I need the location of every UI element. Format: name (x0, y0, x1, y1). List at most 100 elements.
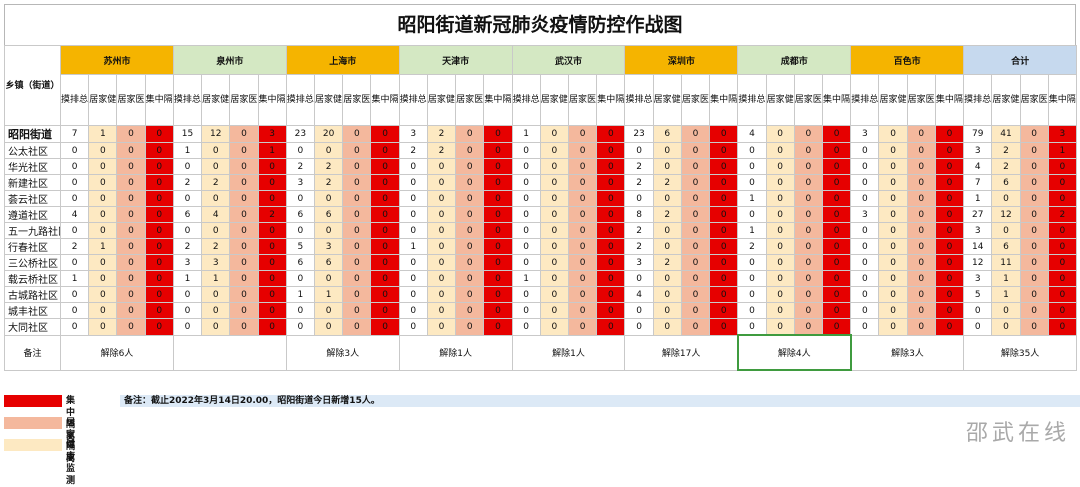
table-cell: 0 (737, 206, 767, 223)
sub-header: 居家健康监测 (765, 74, 795, 126)
table-cell: 0 (709, 190, 739, 207)
table-cell: 2 (991, 142, 1021, 159)
table-cell: 0 (821, 222, 852, 239)
table-cell: 0 (567, 158, 598, 175)
table-cell: 0 (370, 190, 400, 207)
table-cell: 0 (680, 318, 711, 336)
table-cell: 0 (201, 286, 231, 303)
legend: 集中隔离 备注：截止2022年3月14日20.00，昭阳街道今日新增15人。 居… (4, 393, 1080, 486)
table-cell: 0 (229, 254, 259, 271)
sub-header: 居家健康监测 (991, 74, 1021, 126)
table-cell: 0 (257, 174, 287, 191)
table-cell: 0 (793, 206, 824, 223)
table-cell: 0 (1047, 254, 1078, 271)
table-cell: 0 (793, 174, 824, 191)
table-row: 遵道社区 4 0 0 0 6 4 0 2 6 6 0 0 0 0 0 0 0 0 0 0 8 2 0 0 0 0 0 0 3 0 0 0 27 12… (4, 206, 1078, 223)
table-cell: 0 (370, 158, 400, 175)
row-label: 公太社区 (4, 142, 61, 159)
table-cell: 0 (652, 158, 682, 175)
table-cell: 2 (652, 254, 682, 271)
city-header: 泉州市 (172, 45, 287, 75)
table-row: 华光社区 0 0 0 0 0 0 0 0 2 2 0 0 0 0 0 0 0 0 0 0 2 0 0 0 0 0 0 0 0 0 0 0 4 2 0 0 (4, 158, 1078, 175)
row-label: 三公桥社区 (4, 254, 61, 271)
sub-header: 居家健康监测 (426, 74, 457, 126)
table-cell: 0 (285, 302, 316, 319)
table-cell: 2 (652, 174, 682, 191)
table-cell: 0 (709, 318, 739, 336)
table-cell: 0 (511, 318, 541, 336)
table-cell: 0 (765, 222, 795, 239)
table-cell: 0 (850, 142, 880, 159)
table-cell: 0 (398, 174, 428, 191)
table-cell: 0 (737, 158, 767, 175)
table-cell: 0 (567, 238, 598, 255)
table-cell: 0 (991, 190, 1021, 207)
table-cell: 0 (172, 286, 203, 303)
table-cell: 0 (172, 302, 203, 319)
table-cell: 0 (285, 270, 316, 287)
table-cell: 0 (821, 174, 852, 191)
table-cell: 0 (144, 158, 174, 175)
table-cell: 0 (539, 270, 570, 287)
table-cell: 2 (426, 125, 457, 143)
table-cell: 0 (398, 222, 428, 239)
sub-header: 集中隔离 (144, 74, 174, 126)
table-cell: 0 (144, 174, 174, 191)
sub-header: 摸排总数 (285, 74, 316, 126)
table-cell: 0 (821, 270, 852, 287)
table-row: 城丰社区 0 0 0 0 0 0 0 0 0 0 0 0 0 0 0 0 0 0 0 0 0 0 0 0 0 0 0 0 0 0 0 0 0 0 0 0 (4, 302, 1078, 319)
table-cell: 0 (821, 238, 852, 255)
sub-header: 居家医学观察 (567, 74, 598, 126)
table-cell: 0 (906, 270, 936, 287)
table-cell: 0 (172, 190, 203, 207)
table-cell: 2 (201, 238, 231, 255)
table-cell: 0 (88, 302, 118, 319)
table-cell: 0 (1019, 222, 1049, 239)
table-cell: 2 (624, 174, 654, 191)
table-cell: 0 (342, 286, 372, 303)
table-cell: 0 (144, 238, 174, 255)
note-cell: 解除35人 (963, 334, 1078, 371)
table-cell: 0 (765, 206, 795, 223)
table-cell: 0 (455, 302, 485, 319)
table-cell: 0 (257, 270, 287, 287)
table-cell: 0 (370, 174, 400, 191)
table-cell: 3 (1047, 125, 1078, 143)
table-cell: 0 (342, 254, 372, 271)
note-cell: 解除1人 (511, 334, 626, 371)
table-cell: 0 (652, 286, 682, 303)
table-cell: 0 (426, 254, 457, 271)
table-cell: 0 (680, 254, 711, 271)
table-cell: 0 (257, 222, 287, 239)
table-cell: 0 (624, 318, 654, 336)
table-cell: 0 (426, 286, 457, 303)
sub-header: 摸排总数 (850, 74, 880, 126)
table-cell: 0 (680, 238, 711, 255)
table-cell: 0 (821, 158, 852, 175)
corner-header: 乡镇（街道） (4, 45, 61, 126)
table-cell: 2 (991, 158, 1021, 175)
table-cell: 0 (765, 254, 795, 271)
table-cell: 0 (680, 190, 711, 207)
table-cell: 4 (624, 286, 654, 303)
table-cell: 0 (229, 206, 259, 223)
table-cell: 0 (88, 206, 118, 223)
legend-label: 健康监测 (66, 440, 76, 486)
table-cell: 2 (257, 206, 287, 223)
row-label: 载云桥社区 (4, 270, 61, 287)
sub-header: 集中隔离 (934, 74, 965, 126)
note-cell: 解除1人 (398, 334, 513, 371)
table-cell: 0 (398, 318, 428, 336)
table-cell: 3 (963, 142, 993, 159)
table-cell: 0 (821, 302, 852, 319)
table-cell: 0 (680, 270, 711, 287)
table-cell: 12 (963, 254, 993, 271)
table-cell: 0 (652, 302, 682, 319)
table-cell: 0 (878, 125, 908, 143)
table-cell: 0 (370, 238, 400, 255)
table-cell: 0 (765, 238, 795, 255)
sub-header: 居家健康监测 (652, 74, 682, 126)
row-label: 新建社区 (4, 174, 61, 191)
sub-header: 集中隔离 (596, 74, 626, 126)
table-cell: 0 (342, 190, 372, 207)
